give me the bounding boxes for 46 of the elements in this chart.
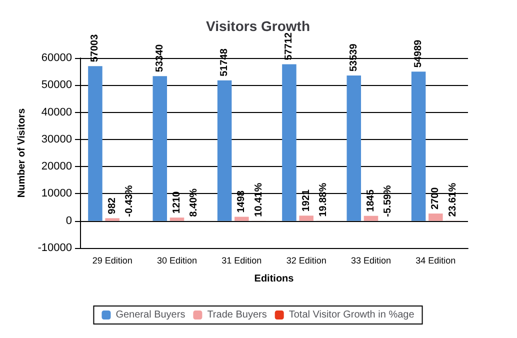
data-label: 53539 [348,43,360,72]
y-tick-label: 10000 [41,188,72,200]
y-tick-label: 20000 [41,160,72,173]
data-label: 51748 [219,48,230,76]
bar [346,76,362,221]
chart-title: Visitors Growth [206,18,310,34]
data-label: 982 [106,197,118,214]
bar [282,64,296,221]
bar [217,80,232,221]
x-tick-label: 29 Edition [92,256,132,266]
y-tick-label: 50000 [41,79,72,92]
data-label: -0.43% [124,185,135,217]
y-tick-label: 0 [66,214,72,227]
x-tick-label: 31 Edition [222,256,262,266]
y-tick-label: 30000 [41,133,72,146]
legend-label: Total Visitor Growth in %age [288,310,415,320]
data-label: 10.41% [253,182,264,217]
bar [170,218,184,221]
data-label: 1498 [236,190,248,213]
bar [364,216,378,221]
x-axis-title: Editions [254,274,294,284]
y-axis-title: Number of Visitors [16,108,28,198]
bar [299,216,314,221]
bar [411,72,426,221]
bar [152,76,168,221]
y-tick-label: 60000 [41,52,72,64]
data-label: 1921 [300,188,312,212]
x-tick-label: 34 Edition [416,256,456,266]
x-tick-label: 30 Edition [156,256,198,266]
data-label: 53340 [154,44,166,72]
bar [88,66,102,221]
data-label: 2700 [430,186,442,210]
data-label: 57003 [90,34,101,62]
x-tick-label: 33 Edition [350,256,392,266]
data-label: 23.61% [447,182,458,217]
data-label: -5.59% [382,185,394,217]
legend-label: Trade Buyers [207,310,267,320]
bar [428,214,443,221]
x-tick-label: 32 Edition [286,256,326,266]
data-label: 1210 [172,190,182,214]
data-label: 8.40% [188,188,200,217]
legend-label: General Buyers [116,310,186,320]
bar [234,216,249,221]
y-tick-label: 40000 [41,106,72,118]
y-tick-label: -10000 [38,242,72,254]
bar [105,218,120,221]
